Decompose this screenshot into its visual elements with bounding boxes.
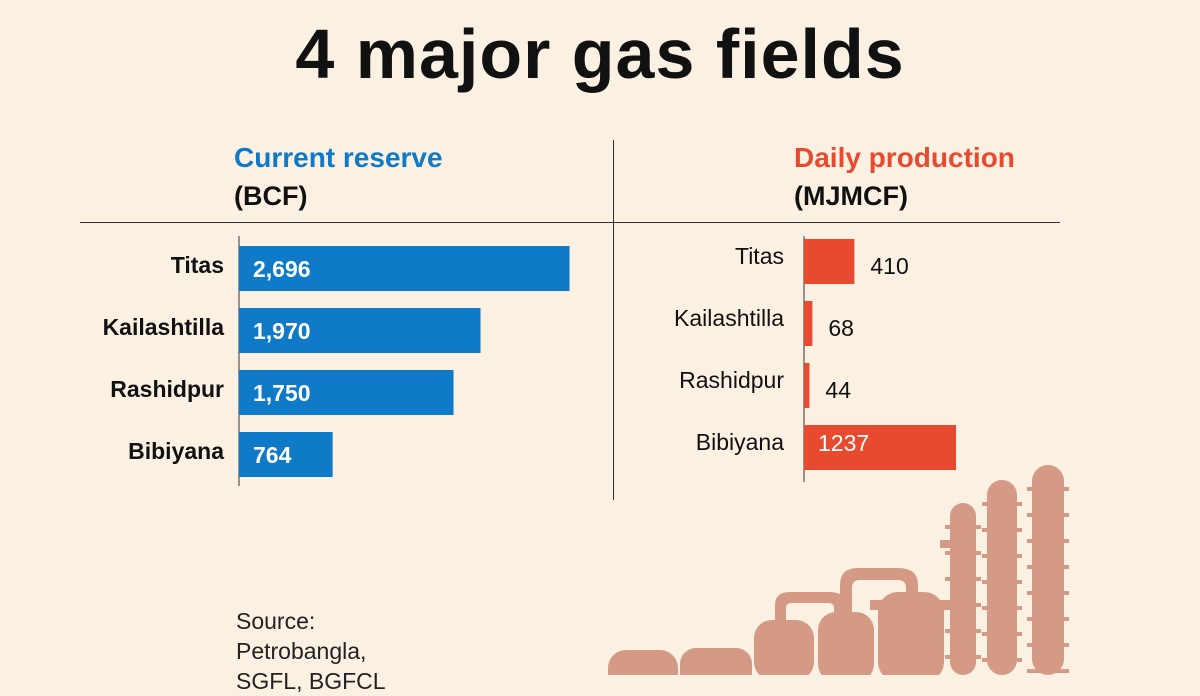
plant-column-ring [982,658,1022,662]
source-label: Source: [236,608,316,634]
plant-pipe [940,540,954,548]
production-category-label: Rashidpur [679,367,784,393]
source-line-2: Petrobangla, [236,638,367,664]
production-category-label: Kailashtilla [674,305,784,331]
reserve-value-label: 1,750 [253,380,311,406]
plant-column-ring [945,629,981,633]
production-category-label: Bibiyana [696,429,784,455]
plant-column-ring [945,525,981,529]
plant-tank [878,592,944,675]
reserve-value-label: 2,696 [253,256,311,282]
gas-plant-illustration [608,465,1069,675]
plant-column-ring [982,606,1022,610]
plant-tank [818,612,874,675]
header-divider [80,222,1060,223]
reserve-category-label: Bibiyana [128,438,224,464]
reserve-bar-bibiyana [239,432,333,477]
source-line-3: SGFL, BGFCL [236,668,386,694]
plant-pipe [870,600,952,610]
production-chart-header: Daily production (MJMCF) [794,139,1015,215]
plant-column-ring [1027,487,1069,491]
plant-column-ring [1027,669,1069,673]
reserve-chart-unit: (BCF) [234,181,308,211]
plant-column-ring [982,580,1022,584]
plant-column [987,480,1017,675]
reserve-category-label: Titas [171,252,224,278]
plant-column-ring [945,551,981,555]
production-bar-rashidpur [804,363,810,408]
production-value-label: 68 [828,315,854,341]
reserve-value-label: 1,970 [253,318,311,344]
reserve-chart-header: Current reserve (BCF) [234,139,443,215]
production-chart-title: Daily production [794,142,1015,173]
plant-pipe [840,568,918,615]
plant-tank [754,620,814,675]
plant-column-ring [1027,513,1069,517]
production-bar-titas [804,239,855,284]
reserve-category-label: Rashidpur [110,376,224,402]
panel-divider [613,140,614,500]
production-chart-unit: (MJMCF) [794,181,908,211]
plant-column-ring [1027,539,1069,543]
bar-charts: Titas 2,696 Kailashtilla 1,970 Rashidpur 1,75… [103,236,956,486]
plant-column-ring [1027,591,1069,595]
production-bar-bibiyana [804,425,956,470]
plant-column [1032,465,1064,675]
production-value-label: 1237 [818,430,869,456]
plant-pipe [775,592,845,625]
plant-column-ring [982,632,1022,636]
reserve-bar-kailashtilla [239,308,481,353]
reserve-category-label: Kailashtilla [103,314,225,340]
production-category-label: Titas [735,243,784,269]
plant-column-ring [945,577,981,581]
plant-column-ring [1027,565,1069,569]
source-note: Source: Petrobangla, SGFL, BGFCL [236,606,386,696]
plant-column-ring [945,603,981,607]
plant-column-ring [1027,643,1069,647]
plant-column-ring [1027,617,1069,621]
plant-column-ring [982,554,1022,558]
production-value-label: 44 [825,377,851,403]
plant-column-ring [982,528,1022,532]
production-value-label: 410 [870,253,908,279]
plant-tank [680,648,752,675]
reserve-chart-title: Current reserve [234,142,443,173]
plant-column-ring [982,502,1022,506]
reserve-bar-rashidpur [239,370,454,415]
reserve-value-label: 764 [253,442,292,468]
plant-column-ring [945,655,981,659]
reserve-bar-titas [239,246,570,291]
page-title: 4 major gas fields [295,15,905,93]
production-bar-kailashtilla [804,301,813,346]
plant-tank [608,650,678,675]
